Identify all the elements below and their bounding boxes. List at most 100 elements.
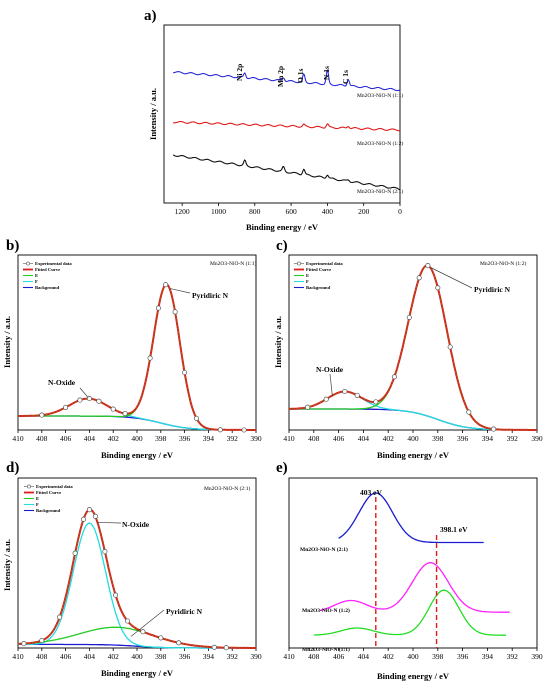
- x-tick-label-c-6: 398: [432, 434, 444, 443]
- x-tick-label-d-5: 400: [131, 652, 143, 661]
- panel-b: b) 410 408 406 404 402 400 398 396 394 392 390 Mn2…: [2, 238, 262, 460]
- panel-e-x-ticks: 410 408 406 404 402 400 398 396 394 392 390: [283, 648, 543, 661]
- panel-e-xlabel: Binding energy / eV: [377, 671, 450, 681]
- panel-a-series-label-3: Mn2O3-NiO-N (2:1): [357, 188, 403, 195]
- x-tick-label-b-0: 410: [12, 434, 24, 443]
- legend-c-4: Background: [306, 285, 331, 290]
- data-point-9: [124, 618, 131, 624]
- data-point-5: [86, 507, 92, 513]
- panel-c-fit: [289, 263, 537, 432]
- data-point-2: [77, 397, 83, 403]
- panel-e-label: e): [276, 460, 288, 476]
- data-point-12: [176, 640, 182, 646]
- leader-noxide-d: [96, 522, 122, 524]
- x-tick-label-a-6: 0: [398, 207, 402, 216]
- data-point-1: [323, 396, 329, 402]
- panel-c-ylabel: Intensity / a.u.: [273, 316, 283, 368]
- data-point-3: [354, 392, 360, 398]
- panel-e-series-label-3: Mn2O3-NiO-N (1:1): [302, 646, 350, 653]
- series-line-e-2: [313, 589, 506, 636]
- data-point-13: [211, 644, 217, 650]
- x-tick-label-d-3: 404: [84, 652, 96, 661]
- x-tick-label-d-4: 402: [108, 652, 120, 661]
- x-tick-label-c-7: 396: [457, 434, 469, 443]
- x-tick-label-c-4: 402: [383, 434, 395, 443]
- legend-marker-0: [27, 484, 31, 489]
- series-line-1: [172, 120, 401, 132]
- x-tick-label-b-3: 404: [84, 434, 96, 443]
- data-point-0: [305, 404, 311, 410]
- x-tick-label-e-2: 406: [333, 652, 345, 661]
- panel-a-x-ticks: 1200 1000 800 600 400 200 0: [175, 203, 402, 216]
- panel-d-title: Mn2O3-NiO-N (2:1): [204, 485, 250, 492]
- data-point-2: [57, 614, 63, 620]
- data-point-7: [147, 355, 153, 361]
- x-tick-label-c-9: 392: [507, 434, 519, 443]
- experimental-data-line: [289, 265, 537, 431]
- x-tick-label-b-7: 396: [179, 434, 191, 443]
- annotation-n1s: N 1s: [322, 66, 331, 80]
- panel-d-annotation-noxide: N-Oxide: [122, 520, 150, 529]
- x-tick-label-d-9: 392: [227, 652, 239, 661]
- component-e-line: [18, 397, 256, 431]
- experimental-data-line: [17, 509, 256, 649]
- data-point-13: [217, 427, 223, 433]
- legend-b-4: Background: [35, 285, 60, 290]
- panel-e-annotation-403: 403 eV: [360, 488, 382, 497]
- panel-a-ylabel: Intensity / a.u.: [148, 88, 158, 140]
- series-line-e-0: [338, 492, 484, 544]
- panel-a-spectra: [172, 68, 401, 191]
- panel-b-xlabel: Binding energy / eV: [101, 450, 174, 460]
- data-point-10: [172, 309, 178, 315]
- leader-noxide-c: [329, 373, 333, 397]
- legend-b-2: E: [35, 273, 38, 278]
- x-tick-label-b-8: 394: [203, 434, 215, 443]
- x-tick-label-e-9: 392: [507, 652, 519, 661]
- data-point-7: [416, 275, 422, 281]
- x-tick-label-d-8: 394: [203, 652, 215, 661]
- fitted-curve-line: [17, 508, 256, 649]
- panel-b-title: Mn2O3-NiO-N (1:1): [210, 260, 256, 267]
- panel-d-xlabel: Binding energy / eV: [101, 668, 174, 678]
- experimental-data-line: [18, 283, 256, 431]
- legend-c-0: Experimental data: [306, 261, 343, 266]
- legend-d-0: Experimental data: [36, 484, 73, 489]
- data-point-6: [92, 513, 98, 519]
- x-tick-label-d-7: 396: [179, 652, 191, 661]
- fitted-curve-line: [18, 283, 256, 431]
- leader-pyridinic-b: [169, 288, 191, 294]
- data-point-2: [342, 388, 348, 395]
- x-tick-label-a-5: 200: [358, 207, 370, 216]
- data-point-14: [241, 427, 247, 433]
- x-tick-label-d-10: 390: [250, 652, 262, 661]
- data-point-3: [72, 550, 78, 556]
- panel-b-ylabel: Intensity / a.u.: [2, 316, 12, 368]
- data-point-9: [163, 282, 169, 288]
- leader-pyridinic-c: [430, 267, 473, 289]
- x-tick-label-c-10: 390: [531, 434, 543, 443]
- panel-c-xlabel: Binding energy / eV: [377, 450, 450, 460]
- x-tick-label-a-1: 1000: [211, 207, 226, 216]
- x-tick-label-c-2: 406: [333, 434, 345, 443]
- data-point-10: [447, 344, 453, 350]
- data-point-7: [102, 549, 108, 555]
- x-tick-label-b-4: 402: [108, 434, 120, 443]
- x-tick-label-e-6: 398: [432, 652, 444, 661]
- legend-b-1: Fitted Curve: [35, 267, 60, 272]
- data-point-1: [39, 637, 45, 644]
- panel-d-x-ticks: 410 408 406 404 402 400 398 396 394 392 390: [12, 648, 262, 661]
- panel-a-frame: [163, 24, 401, 204]
- data-point-12: [491, 426, 497, 432]
- legend-marker-0: [297, 261, 301, 266]
- leader-pyridinic-d: [130, 609, 165, 637]
- panel-e-series-label-2: Mn2O3-NiO-N (1:2): [302, 607, 350, 614]
- x-tick-label-e-10: 390: [531, 652, 543, 661]
- legend-c-3: F: [306, 279, 309, 284]
- data-point-1: [63, 404, 69, 410]
- panel-b-annotation-pyridinic: Pyridiric N: [192, 291, 229, 300]
- panel-d-annotation-pyridinic: Pyridiric N: [166, 607, 203, 616]
- x-tick-label-b-5: 400: [131, 434, 143, 443]
- legend-d-4: Background: [36, 508, 61, 513]
- panel-b-x-ticks: 410 408 406 404 402 400 398 396 394 392 390: [12, 430, 262, 443]
